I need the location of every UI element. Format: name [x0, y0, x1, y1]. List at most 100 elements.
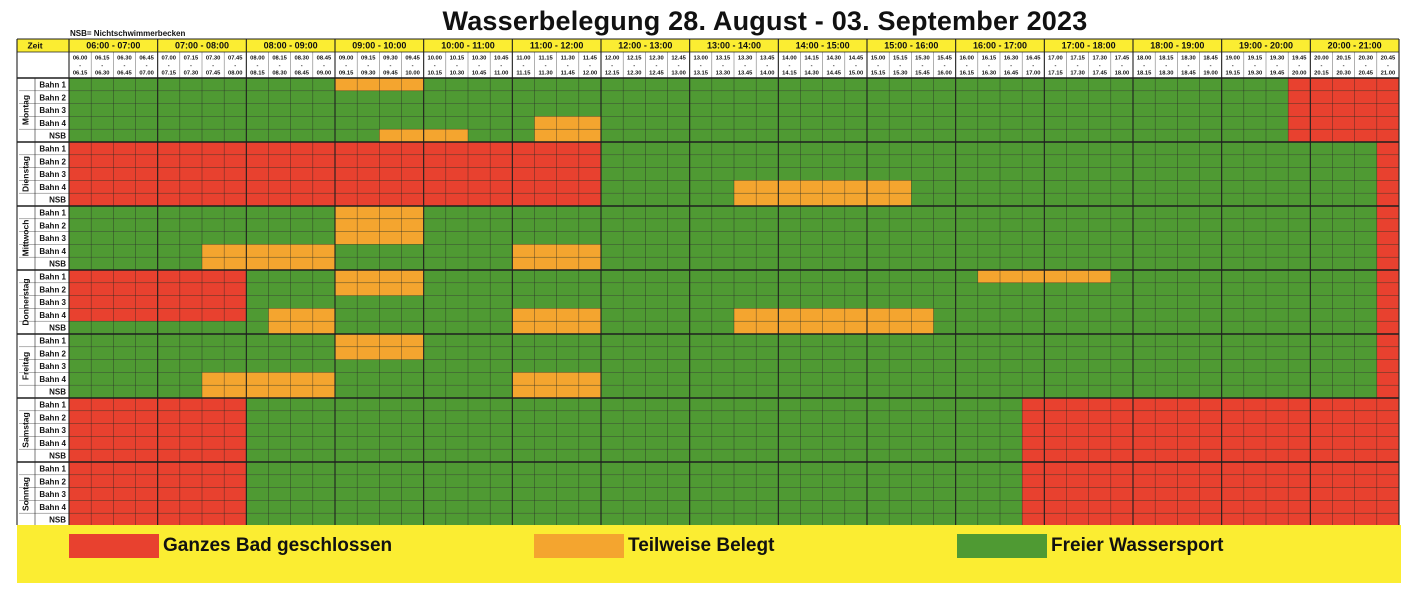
day-label: Donnerstag — [20, 278, 30, 325]
slot-dash: - — [500, 63, 502, 69]
booking-block-closed — [1376, 180, 1399, 194]
slot-end-label: 13.30 — [716, 71, 731, 77]
slot-start-label: 19.00 — [1225, 56, 1240, 62]
slot-dash: - — [833, 63, 835, 69]
booking-block-closed — [1376, 193, 1399, 206]
slot-end-label: 20.00 — [1292, 71, 1307, 77]
lane-label: Bahn 1 — [39, 145, 66, 154]
slot-start-label: 18.30 — [1181, 56, 1196, 62]
lane-label: Bahn 3 — [39, 362, 66, 371]
day-label-cell — [17, 78, 69, 142]
slot-dash: - — [811, 63, 813, 69]
slot-start-label: 11.00 — [516, 56, 530, 62]
booking-block-closed — [1022, 462, 1399, 475]
slot-dash: - — [212, 63, 214, 69]
day-label-cell — [17, 398, 69, 462]
slot-end-label: 16.30 — [982, 71, 997, 77]
hour-label: 07:00 - 08:00 — [175, 41, 229, 51]
slot-dash: - — [1010, 63, 1012, 69]
legend-label-free: Freier Wassersport — [1051, 535, 1224, 556]
booking-block-closed — [1022, 436, 1399, 450]
hour-label: 18:00 - 19:00 — [1150, 41, 1204, 51]
booking-block-closed — [1376, 206, 1399, 219]
slot-start-label: 14.30 — [826, 56, 841, 62]
booking-block-closed — [1022, 410, 1399, 424]
slot-dash: - — [301, 63, 303, 69]
hour-label: 20:00 - 21:00 — [1328, 41, 1382, 51]
slot-start-label: 10.15 — [450, 56, 465, 62]
slot-end-label: 17.15 — [1048, 71, 1063, 77]
slot-end-label: 19.45 — [1270, 71, 1285, 77]
lane-label: Bahn 1 — [39, 209, 66, 218]
slot-dash: - — [1232, 63, 1234, 69]
booking-block-closed — [1376, 244, 1399, 258]
booking-block-closed — [1376, 167, 1399, 181]
slot-end-label: 12.30 — [627, 71, 642, 77]
lane-label: NSB — [49, 132, 66, 141]
booking-block-closed — [1376, 372, 1399, 386]
slot-end-label: 07.45 — [206, 71, 221, 77]
slot-end-label: 08.45 — [294, 71, 309, 77]
slot-end-label: 15.45 — [915, 71, 930, 77]
slot-end-label: 08.15 — [250, 71, 265, 77]
slot-end-label: 13.45 — [738, 71, 753, 77]
slot-end-label: 18.00 — [1115, 71, 1130, 77]
slot-start-label: 09.00 — [339, 56, 354, 62]
slot-end-label: 17.00 — [1026, 71, 1041, 77]
hour-label: 15:00 - 16:00 — [884, 41, 938, 51]
slot-dash: - — [988, 63, 990, 69]
slot-start-label: 18.45 — [1203, 56, 1218, 62]
day-label: Mittwoch — [20, 220, 30, 257]
lane-label: Bahn 4 — [39, 247, 66, 256]
booking-block-closed — [1376, 270, 1399, 283]
lane-label: NSB — [49, 516, 66, 525]
booking-block-closed — [1376, 218, 1399, 232]
day-label-cell — [17, 142, 69, 206]
slot-end-label: 21.00 — [1381, 71, 1396, 77]
slot-end-label: 11.45 — [561, 71, 576, 77]
slot-dash: - — [1254, 63, 1256, 69]
schedule-grid: Zeit 06:00 - 07:00 07:00 - 08:00 08:00 - 09… — [16, 38, 1400, 525]
lane-label: Bahn 4 — [39, 311, 66, 320]
lane-label: NSB — [49, 196, 66, 205]
slot-end-label: 14.15 — [782, 71, 797, 77]
slot-start-label: 12.00 — [605, 56, 620, 62]
slot-start-label: 20.45 — [1381, 56, 1396, 62]
slot-end-label: 19.30 — [1248, 71, 1263, 77]
slot-start-label: 16.00 — [959, 56, 974, 62]
booking-block-closed — [1376, 231, 1399, 245]
slot-dash: - — [1077, 63, 1079, 69]
slot-dash: - — [877, 63, 879, 69]
slot-dash: - — [434, 63, 436, 69]
lane-label: NSB — [49, 260, 66, 269]
lane-label: Bahn 4 — [39, 439, 66, 448]
slot-start-label: 10.00 — [427, 56, 442, 62]
booking-block-closed — [1288, 103, 1399, 117]
booking-block-closed — [1376, 257, 1399, 270]
slot-dash: - — [345, 63, 347, 69]
slot-end-label: 10.00 — [405, 71, 420, 77]
hour-label: 08:00 - 09:00 — [264, 41, 318, 51]
slot-start-label: 17.00 — [1048, 56, 1063, 62]
slot-start-label: 16.15 — [982, 56, 997, 62]
slot-end-label: 20.45 — [1358, 71, 1373, 77]
slot-dash: - — [190, 63, 192, 69]
slot-end-label: 14.30 — [804, 71, 819, 77]
slot-dash: - — [101, 63, 103, 69]
slot-start-label: 19.45 — [1292, 56, 1307, 62]
lane-label: Bahn 3 — [39, 426, 66, 435]
lane-label: Bahn 2 — [39, 93, 66, 102]
slot-end-label: 07.00 — [139, 71, 154, 77]
slot-end-label: 11.15 — [516, 71, 531, 77]
slot-start-label: 20.00 — [1314, 56, 1329, 62]
booking-block-closed — [1288, 90, 1399, 104]
hour-label: 11:00 - 12:00 — [530, 41, 584, 51]
day-label: Montag — [20, 95, 30, 125]
legend-swatch-partial — [534, 534, 624, 558]
slot-dash: - — [323, 63, 325, 69]
slot-end-label: 15.15 — [871, 71, 886, 77]
slot-start-label: 18.15 — [1159, 56, 1174, 62]
slot-end-label: 13.15 — [693, 71, 708, 77]
legend-item-free: Freier Wassersport — [957, 534, 1223, 558]
slot-start-label: 07.30 — [206, 56, 221, 62]
